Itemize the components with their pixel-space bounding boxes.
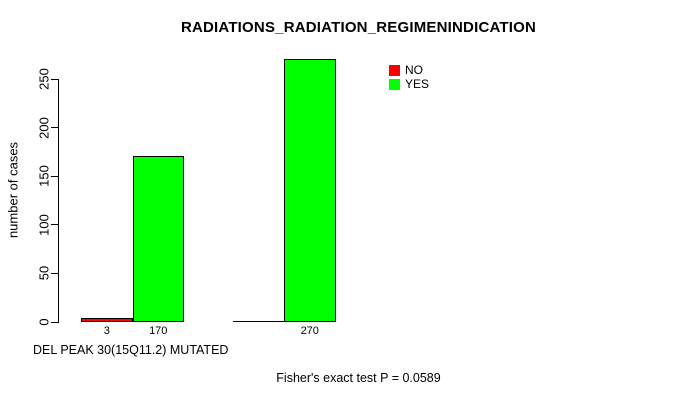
legend-swatch-yes (389, 78, 400, 90)
legend-label-yes: YES (405, 77, 430, 91)
bar-value-label-yes-group1: 170 (149, 325, 168, 337)
y-tick-label-0: 0 (36, 318, 52, 326)
chart-title: RADIATIONS_RADIATION_REGIMENINDICATION (180, 19, 537, 36)
bar-yes-group1 (132, 156, 184, 322)
y-tick-0 (51, 321, 58, 323)
legend-item-yes: YES (389, 78, 429, 90)
y-axis-line (58, 79, 59, 323)
y-tick-150 (51, 175, 58, 177)
y-tick-100 (51, 224, 58, 226)
y-tick-200 (51, 127, 58, 129)
fisher-test-annotation: Fisher's exact test P = 0.0589 (276, 371, 441, 385)
y-tick-label-100: 100 (36, 213, 52, 236)
y-tick-label-50: 50 (36, 266, 52, 281)
y-tick-label-200: 200 (36, 116, 52, 139)
legend-label-no: NO (405, 63, 423, 77)
x-axis-label: DEL PEAK 30(15Q11.2) MUTATED (33, 343, 229, 357)
legend: NO YES (389, 64, 429, 90)
y-tick-label-250: 250 (36, 68, 52, 90)
bar-no-group2 (232, 321, 284, 322)
bar-value-label-no-group1: 3 (103, 325, 110, 337)
bar-value-label-yes-group2: 270 (300, 325, 319, 337)
bar-yes-group2 (284, 59, 336, 322)
y-tick-50 (51, 272, 58, 274)
y-tick-250 (51, 78, 58, 80)
y-axis-title: number of cases (5, 141, 21, 239)
bar-no-group1 (81, 318, 133, 322)
y-tick-label-150: 150 (36, 165, 52, 188)
legend-item-no: NO (389, 64, 429, 76)
legend-swatch-no (389, 64, 400, 76)
